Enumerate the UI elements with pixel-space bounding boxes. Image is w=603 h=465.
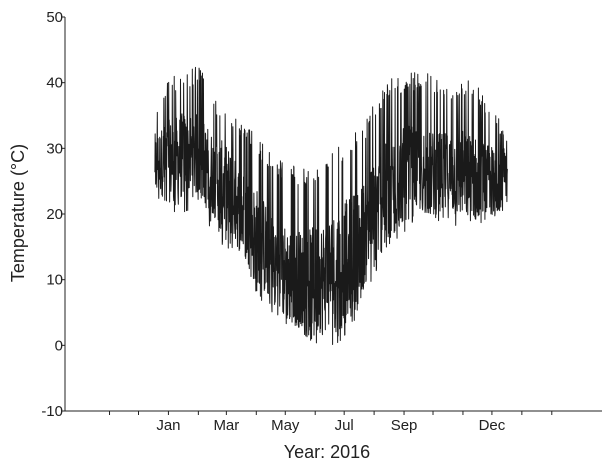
x-ticks: Jan Mar May Jul Sep Dec	[109, 411, 553, 434]
y-tick-label: 30	[46, 140, 63, 157]
x-tick-label: Jul	[335, 417, 354, 434]
x-axis-title: Year: 2016	[284, 442, 370, 462]
x-tick-label: Jan	[156, 417, 180, 434]
y-tick-label: 10	[46, 272, 63, 289]
y-tick-label: 0	[55, 337, 63, 354]
x-tick-label: Mar	[213, 417, 239, 434]
y-tick-label: 20	[46, 206, 63, 223]
y-tick-label: 50	[46, 9, 63, 26]
y-axis-title: Temperature (°C)	[8, 144, 28, 282]
y-tick-label: -10	[41, 403, 63, 420]
y-tick-label: 40	[46, 75, 63, 92]
x-tick-label: May	[271, 417, 300, 434]
x-tick-label: Dec	[479, 417, 506, 434]
axes-layer: -10 0 10 20 30 40 50 Jan Mar May Jul Sep Dec	[41, 9, 602, 434]
plot-layer	[154, 66, 508, 345]
temperature-series-line	[154, 66, 508, 345]
y-ticks: -10 0 10 20 30 40 50	[41, 9, 65, 420]
x-tick-label: Sep	[391, 417, 418, 434]
